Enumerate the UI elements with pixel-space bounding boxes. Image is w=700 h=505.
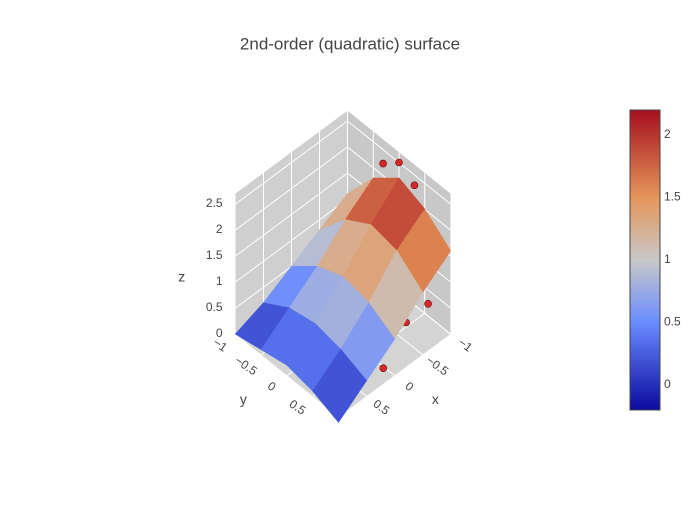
colorbar-tick-label: 0	[664, 377, 671, 391]
colorbar-tick-label: 0.5	[664, 315, 681, 329]
colorbar	[629, 109, 661, 411]
grid-line	[235, 146, 348, 231]
z-tick-label: 1.5	[206, 248, 223, 262]
grid-line	[235, 120, 348, 205]
data-point	[410, 181, 419, 190]
grid-line	[235, 198, 348, 283]
x-tick-label: −1	[456, 335, 476, 355]
data-point	[379, 159, 387, 168]
y-tick-label: 0.5	[287, 397, 309, 418]
x-tick-label: 0.5	[371, 397, 393, 418]
colorbar-tick-label: 2	[664, 127, 671, 141]
y-tick-label: −0.5	[232, 353, 260, 378]
colorbar-tick-label: 1.5	[664, 190, 681, 204]
z-axis-title: z	[178, 269, 185, 285]
data-point	[379, 364, 388, 373]
z-tick-label: 0.5	[206, 300, 223, 314]
x-tick-label: 0	[403, 379, 417, 394]
colorbar-tick-label: 1	[664, 252, 671, 266]
chart-title: 2nd-order (quadratic) surface	[240, 34, 460, 53]
surface-patch	[312, 348, 367, 423]
grid-line	[235, 172, 348, 257]
y-tick-label: 0	[265, 379, 279, 395]
x-axis-title: x	[432, 391, 439, 407]
z-tick-label: 2.5	[206, 196, 223, 210]
x-tick-label: −0.5	[424, 353, 452, 378]
data-point	[395, 158, 403, 167]
z-tick-label: 2	[216, 222, 223, 236]
y-axis-title: y	[240, 391, 247, 407]
z-tick-label: 0	[216, 326, 223, 340]
data-point	[424, 299, 432, 308]
z-tick-label: 1	[216, 274, 223, 288]
